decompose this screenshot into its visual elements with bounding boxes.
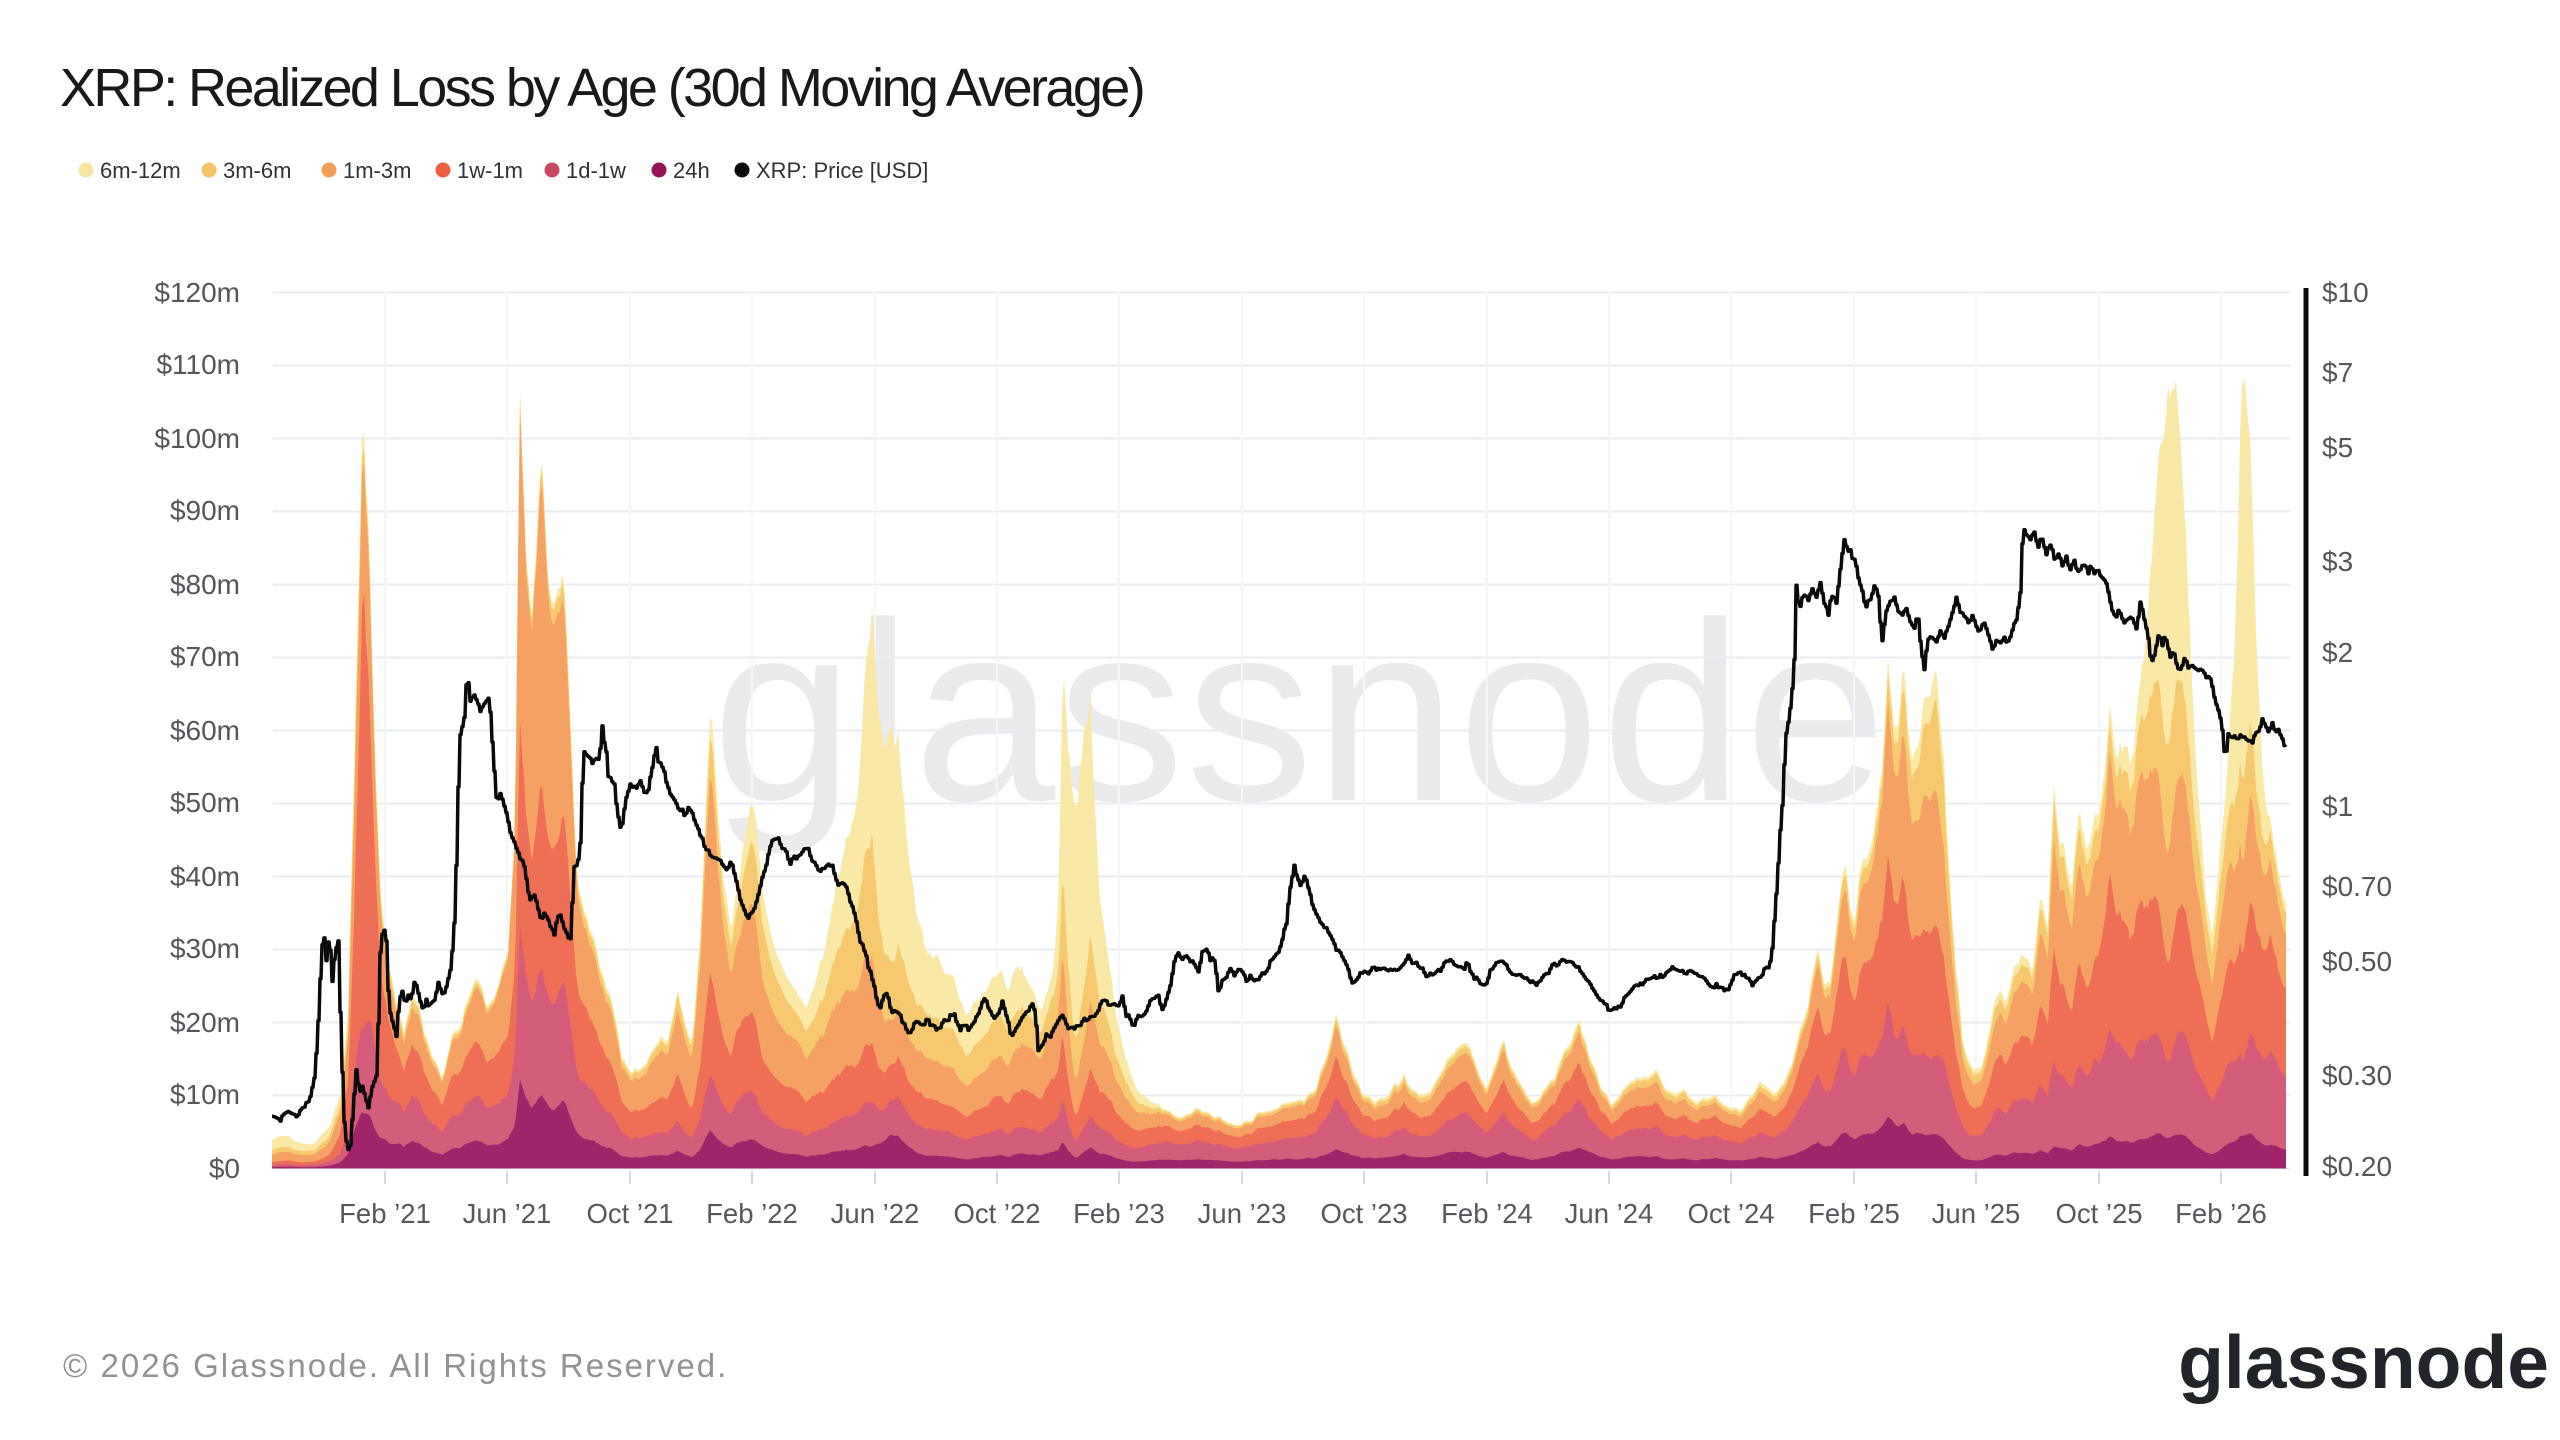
svg-text:3m-6m: 3m-6m <box>223 158 291 183</box>
svg-text:1d-1w: 1d-1w <box>566 158 626 183</box>
svg-text:Feb ’25: Feb ’25 <box>1808 1198 1900 1229</box>
svg-text:$2: $2 <box>2322 637 2353 668</box>
svg-text:Feb ’26: Feb ’26 <box>2175 1198 2267 1229</box>
svg-text:$7: $7 <box>2322 357 2353 388</box>
svg-text:glassnode: glassnode <box>712 570 1888 855</box>
svg-text:© 2026 Glassnode. All Rights R: © 2026 Glassnode. All Rights Reserved. <box>63 1347 728 1384</box>
svg-text:1w-1m: 1w-1m <box>457 158 523 183</box>
svg-text:$0.50: $0.50 <box>2322 946 2392 977</box>
svg-text:$90m: $90m <box>170 495 240 526</box>
svg-text:$50m: $50m <box>170 787 240 818</box>
svg-text:$0.20: $0.20 <box>2322 1151 2392 1182</box>
svg-text:6m-12m: 6m-12m <box>100 158 181 183</box>
svg-text:XRP: Price [USD]: XRP: Price [USD] <box>756 158 928 183</box>
svg-text:Feb ’22: Feb ’22 <box>706 1198 798 1229</box>
svg-text:$40m: $40m <box>170 861 240 892</box>
svg-text:$100m: $100m <box>154 423 240 454</box>
svg-text:Feb ’24: Feb ’24 <box>1441 1198 1533 1229</box>
svg-text:$10m: $10m <box>170 1079 240 1110</box>
svg-text:$10: $10 <box>2322 277 2369 308</box>
svg-text:$1: $1 <box>2322 791 2353 822</box>
svg-text:Jun ’22: Jun ’22 <box>831 1198 920 1229</box>
svg-text:Jun ’24: Jun ’24 <box>1565 1198 1654 1229</box>
svg-text:Jun ’25: Jun ’25 <box>1932 1198 2021 1229</box>
svg-text:$0.70: $0.70 <box>2322 871 2392 902</box>
svg-text:$80m: $80m <box>170 569 240 600</box>
svg-text:Oct ’23: Oct ’23 <box>1320 1198 1407 1229</box>
svg-text:$20m: $20m <box>170 1007 240 1038</box>
svg-text:Oct ’24: Oct ’24 <box>1687 1198 1774 1229</box>
svg-text:Jun ’21: Jun ’21 <box>463 1198 552 1229</box>
svg-text:24h: 24h <box>673 158 710 183</box>
svg-text:$30m: $30m <box>170 933 240 964</box>
svg-text:Oct ’25: Oct ’25 <box>2055 1198 2142 1229</box>
svg-text:$60m: $60m <box>170 715 240 746</box>
svg-text:Feb ’23: Feb ’23 <box>1073 1198 1165 1229</box>
svg-text:$70m: $70m <box>170 641 240 672</box>
svg-text:Oct ’22: Oct ’22 <box>953 1198 1040 1229</box>
svg-text:Feb ’21: Feb ’21 <box>339 1198 431 1229</box>
svg-text:$120m: $120m <box>154 277 240 308</box>
svg-text:$5: $5 <box>2322 432 2353 463</box>
svg-text:$0: $0 <box>209 1153 240 1184</box>
svg-text:XRP: Realized Loss by Age (30d: XRP: Realized Loss by Age (30d Moving Av… <box>60 58 1143 118</box>
svg-text:$110m: $110m <box>156 349 240 380</box>
svg-text:Jun ’23: Jun ’23 <box>1198 1198 1287 1229</box>
svg-text:Oct ’21: Oct ’21 <box>586 1198 673 1229</box>
svg-text:glassnode: glassnode <box>2178 1320 2549 1404</box>
svg-text:1m-3m: 1m-3m <box>343 158 411 183</box>
svg-text:$3: $3 <box>2322 546 2353 577</box>
svg-text:$0.30: $0.30 <box>2322 1060 2392 1091</box>
